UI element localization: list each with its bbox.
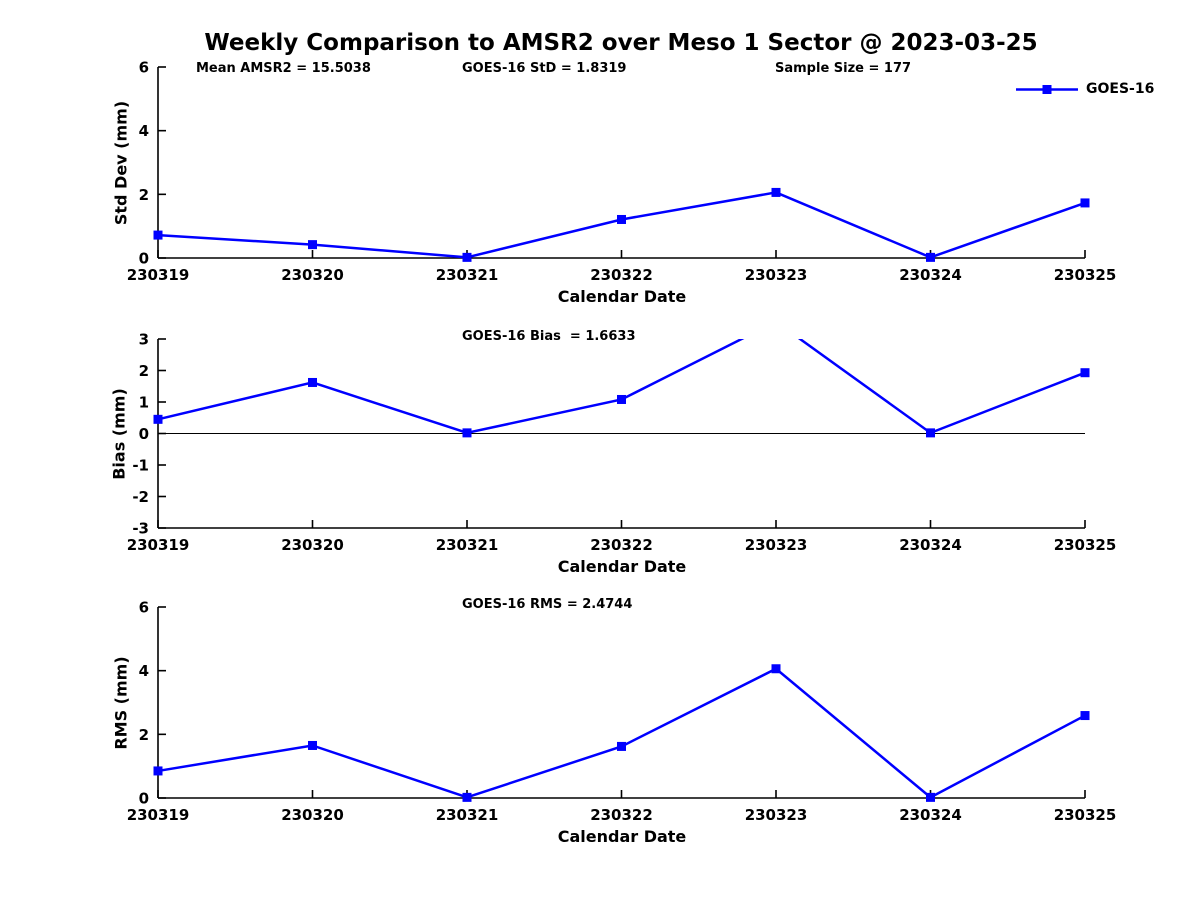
y-tick-label: 3 bbox=[139, 331, 149, 349]
y-tick-label: 6 bbox=[139, 59, 149, 77]
x-tick-label: 230324 bbox=[899, 806, 962, 824]
data-point-marker bbox=[771, 187, 781, 197]
x-axis-label-rms: Calendar Date bbox=[557, 827, 687, 846]
data-point-marker bbox=[308, 377, 317, 387]
data-point-marker bbox=[617, 214, 626, 224]
data-point-marker bbox=[772, 317, 781, 326]
data-point-marker bbox=[153, 766, 163, 776]
y-tick-label: -3 bbox=[132, 520, 149, 538]
data-point-marker bbox=[617, 741, 626, 751]
x-axis-label-std-dev: Calendar Date bbox=[557, 287, 687, 306]
x-tick-label: 230322 bbox=[590, 536, 653, 554]
x-axis-label-bias: Calendar Date bbox=[557, 557, 687, 576]
y-tick-label: 2 bbox=[139, 726, 149, 744]
data-point-marker bbox=[308, 740, 317, 750]
data-point-marker bbox=[308, 240, 317, 250]
x-tick-label: 230319 bbox=[127, 536, 190, 554]
x-tick-label: 230319 bbox=[127, 806, 190, 824]
x-tick-label: 230319 bbox=[127, 266, 190, 284]
y-tick-label: -1 bbox=[132, 457, 149, 475]
x-tick-label: 230325 bbox=[1054, 266, 1117, 284]
x-tick-label: 230324 bbox=[899, 536, 962, 554]
stat-goes16-rms: GOES-16 RMS = 2.4744 bbox=[462, 597, 633, 612]
x-tick-label: 230323 bbox=[745, 806, 808, 824]
x-tick-label: 230323 bbox=[745, 266, 808, 284]
stat-goes16-std: GOES-16 StD = 1.8319 bbox=[462, 61, 627, 76]
data-point-marker bbox=[1080, 368, 1090, 378]
stat-sample-size: Sample Size = 177 bbox=[775, 61, 912, 76]
y-tick-label: -2 bbox=[132, 488, 149, 506]
x-tick-label: 230325 bbox=[1054, 536, 1117, 554]
data-point-marker bbox=[1080, 711, 1090, 721]
y-tick-label: 2 bbox=[139, 362, 149, 380]
data-point-marker bbox=[926, 792, 935, 802]
x-tick-label: 230322 bbox=[590, 266, 653, 284]
stat-mean-amsr2: Mean AMSR2 = 15.5038 bbox=[196, 61, 371, 76]
data-point-marker bbox=[771, 664, 781, 674]
y-tick-label: 0 bbox=[139, 425, 149, 443]
y-axis-label-rms: RMS (mm) bbox=[111, 656, 131, 750]
subplot-rms: 0 2 4 6 230319 230320 230321 230322 230323 230324… bbox=[127, 599, 1117, 825]
y-tick-label: 0 bbox=[139, 790, 149, 808]
x-tick-label: 230321 bbox=[436, 266, 499, 284]
legend-line-icon bbox=[1016, 84, 1078, 94]
stat-goes16-bias: GOES-16 Bias = 1.6633 bbox=[462, 329, 636, 344]
data-line-goes-16 bbox=[157, 191, 1086, 259]
x-tick-label: 230325 bbox=[1054, 806, 1117, 824]
x-tick-label: 230321 bbox=[436, 536, 499, 554]
legend-label: GOES-16 bbox=[1086, 81, 1155, 97]
data-point-marker bbox=[462, 428, 472, 438]
y-tick-label: 6 bbox=[139, 599, 149, 617]
figure-title: Weekly Comparison to AMSR2 over Meso 1 S… bbox=[204, 30, 1038, 56]
legend: GOES-16 bbox=[1016, 81, 1154, 97]
data-point-marker bbox=[617, 394, 626, 404]
y-axis-label-bias: Bias (mm) bbox=[109, 388, 129, 480]
data-point-marker bbox=[926, 428, 935, 438]
y-axis-label-std-dev: Std Dev (mm) bbox=[111, 100, 131, 226]
data-point-marker bbox=[462, 252, 472, 262]
x-tick-label: 230320 bbox=[281, 806, 344, 824]
x-tick-label: 230323 bbox=[745, 536, 808, 554]
data-line-goes-16 bbox=[157, 667, 1086, 799]
x-tick-label: 230320 bbox=[281, 266, 344, 284]
subplot-std-dev: 0 2 4 6 230319 230320 230321 230322 230323 230324… bbox=[127, 59, 1117, 285]
data-point-marker bbox=[153, 230, 163, 240]
y-tick-label: 0 bbox=[139, 250, 149, 268]
y-tick-label: 2 bbox=[139, 186, 149, 204]
subplot-bias: -3 -2 -1 0 1 2 3 230319 230320 230321 230322 230323… bbox=[127, 317, 1117, 555]
y-tick-label: 1 bbox=[139, 394, 149, 412]
data-point-marker bbox=[462, 792, 472, 802]
x-tick-label: 230322 bbox=[590, 806, 653, 824]
x-tick-label: 230320 bbox=[281, 536, 344, 554]
data-point-marker bbox=[926, 252, 935, 262]
data-point-marker bbox=[1080, 198, 1090, 208]
data-point-marker bbox=[153, 414, 163, 424]
x-tick-label: 230324 bbox=[899, 266, 962, 284]
y-tick-label: 4 bbox=[139, 122, 149, 140]
y-tick-label: 4 bbox=[139, 662, 149, 680]
x-tick-label: 230321 bbox=[436, 806, 499, 824]
